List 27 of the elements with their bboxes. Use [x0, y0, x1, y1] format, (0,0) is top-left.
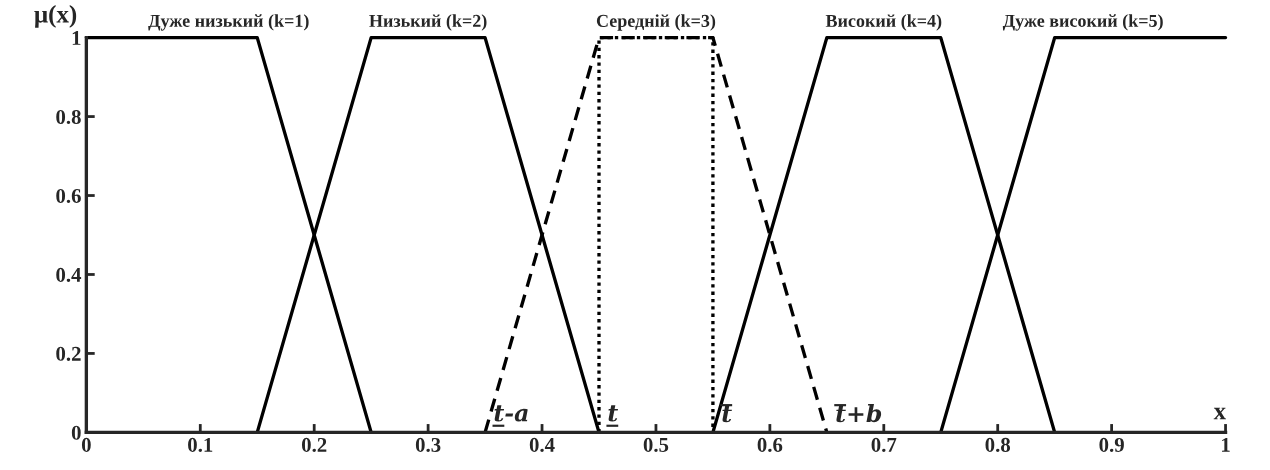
- series-label: Дуже високий (k=5): [1002, 14, 1163, 31]
- series-label: Високий (k=4): [825, 14, 942, 31]
- x-tick-label: 0.7: [871, 437, 897, 453]
- y-tick-label: 1: [72, 31, 81, 45]
- x-tick-label: 0.4: [529, 437, 555, 453]
- x-tick-label: 0.5: [643, 437, 669, 453]
- x-axis-title: x: [1213, 407, 1226, 420]
- x-tick-label: 0.1: [188, 437, 213, 453]
- x-tick-label: 0.9: [1099, 437, 1124, 453]
- series-label: Дуже низький (k=1): [148, 14, 309, 31]
- x-tick-label: 1: [1222, 437, 1230, 452]
- x-tick-label: 0.6: [757, 437, 783, 453]
- annotation: t̅: [720, 404, 733, 423]
- annotation: t̲: [606, 405, 619, 427]
- series-label: Середній (k=3): [596, 14, 716, 31]
- y-tick-label: 0.4: [56, 267, 82, 282]
- y-tick-label: 0: [71, 425, 81, 440]
- series-label: Низький (k=2): [369, 14, 487, 31]
- annotation: t̅+b: [834, 403, 882, 423]
- x-tick-label: 0.8: [985, 437, 1011, 453]
- x-tick-label: 0.3: [415, 437, 441, 453]
- y-tick-label: 0.8: [56, 109, 81, 125]
- y-axis-title: μ(x): [34, 5, 77, 28]
- y-tick-label: 0.2: [56, 346, 81, 361]
- x-tick-label: 0.2: [301, 437, 327, 453]
- y-tick-label: 0.6: [56, 188, 81, 204]
- annotation: t̲-a: [492, 405, 528, 427]
